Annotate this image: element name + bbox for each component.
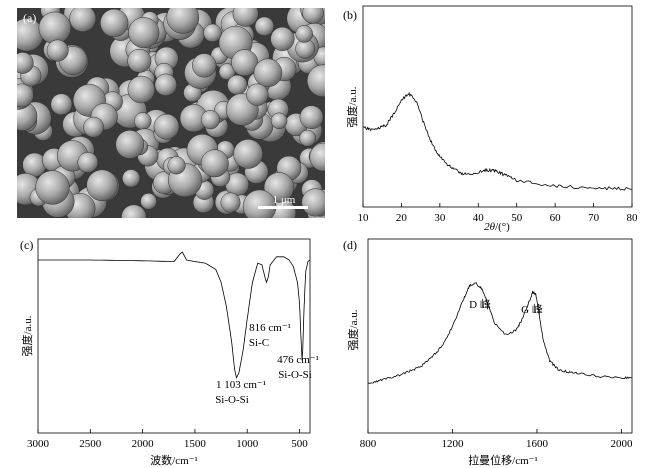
sem-particle [121, 204, 147, 218]
x-tick-label: 20 [396, 212, 408, 224]
sem-particle [128, 17, 160, 49]
raman-series-line [367, 282, 633, 384]
x-tick-label: 2000 [132, 438, 155, 450]
ftir-series-line [38, 251, 311, 379]
ftir-annotation-476-value: 476 cm⁻¹ [277, 354, 319, 366]
xrd-x-axis-title: 2θ/(°) [484, 221, 510, 233]
sem-particle [153, 113, 180, 140]
sem-particle [203, 23, 222, 43]
sem-particle [220, 192, 241, 213]
sem-particle [35, 170, 70, 205]
sem-particle [231, 49, 259, 77]
ftir-annotation-1103-group: Si-O-Si [215, 394, 249, 406]
sem-particle [127, 48, 152, 73]
sem-particle [38, 11, 72, 45]
sem-particle [122, 169, 141, 188]
ftir-y-axis-title: 强度/a.u. [20, 315, 34, 356]
raman-x-axis-title: 拉曼位移/cm⁻¹ [468, 453, 538, 467]
raman-g-peak-label: G 峰 [521, 303, 543, 316]
x-tick-label: 60 [550, 212, 562, 224]
x-tick-label: 70 [588, 212, 600, 224]
scale-bar [258, 206, 308, 209]
panel-c: (c) 3000 2500 2000 1500 1000 500 波数/cm⁻¹ 强度/a… [20, 238, 319, 467]
x-tick-label: 1500 [184, 438, 207, 450]
x-tick-label: 2000 [610, 438, 633, 450]
sem-particle [299, 105, 324, 130]
sem-particle [100, 8, 129, 38]
sem-particle [232, 8, 259, 27]
xrd-series-line [362, 91, 633, 191]
sem-particle [17, 83, 34, 108]
panel-b-label: (b) [343, 8, 357, 22]
sem-particle [253, 58, 283, 88]
sem-particle [46, 39, 69, 62]
panel-d: (d) 800 1200 1600 2000 拉曼位移/cm⁻¹ 强度/a.u. D … [343, 238, 633, 467]
raman-d-peak-label: D 峰 [469, 298, 491, 311]
sem-particle [200, 149, 229, 178]
sem-particle [166, 8, 200, 34]
ftir-annotation-816-group: Si-C [249, 337, 269, 349]
x-tick-label: 50 [511, 212, 523, 224]
xrd-x-ticks: 10 20 30 40 50 60 70 80 [358, 203, 639, 224]
sem-particle [302, 8, 324, 24]
panel-a-label: (a) [23, 11, 36, 25]
xrd-y-axis-title: 强度/a.u. [345, 86, 359, 127]
sem-particle [227, 74, 248, 95]
sem-particle [299, 129, 317, 147]
sem-particle [140, 192, 157, 210]
x-tick-label: 80 [627, 212, 639, 224]
ftir-x-axis-title: 波数/cm⁻¹ [150, 454, 198, 467]
ftir-x-ticks: 3000 2500 2000 1500 1000 500 [27, 429, 308, 450]
sem-particle [270, 112, 288, 130]
sem-particle [254, 16, 275, 36]
x-tick-label: 40 [473, 212, 485, 224]
x-tick-label: 2500 [79, 438, 102, 450]
sem-particle [306, 64, 325, 98]
sem-particle [83, 116, 104, 138]
panel-a: (a) 1 μm [17, 8, 325, 218]
x-tick-label: 1000 [236, 438, 259, 450]
sem-particle [50, 93, 73, 116]
xrd-x-axis-title-italic: 2θ [484, 221, 496, 233]
ftir-plot-frame [37, 238, 311, 434]
x-tick-label: 500 [291, 438, 308, 450]
sem-particles [17, 8, 325, 218]
raman-plot-frame [367, 238, 633, 434]
sem-particle [167, 156, 186, 175]
sem-particle [295, 25, 313, 43]
x-tick-label: 30 [434, 212, 446, 224]
panel-b: (b) 10 20 30 40 50 60 70 80 2θ/(°) 强度/a.u. [343, 5, 639, 233]
x-tick-label: 3000 [27, 438, 50, 450]
sem-particle [301, 188, 325, 217]
sem-particle [309, 142, 325, 172]
x-tick-label: 1200 [441, 438, 464, 450]
xrd-x-axis-title-suffix: /(°) [495, 221, 510, 233]
raman-x-ticks: 800 1200 1600 2000 [360, 429, 633, 450]
ftir-annotation-476-group: Si-O-Si [278, 369, 312, 381]
scale-bar-label: 1 μm [273, 194, 296, 206]
sem-particle [133, 112, 152, 130]
ftir-annotation-1103-value: 1 103 cm⁻¹ [216, 379, 266, 391]
panel-d-label: (d) [343, 238, 357, 252]
sem-particle [127, 75, 156, 104]
sem-particle [69, 8, 97, 32]
sem-particle [246, 83, 269, 106]
panel-c-label: (c) [20, 238, 33, 252]
sem-particle [86, 169, 118, 202]
sem-particle [233, 139, 263, 169]
sem-particle [77, 152, 99, 173]
ftir-annotation-816-value: 816 cm⁻¹ [249, 322, 291, 334]
x-tick-label: 1600 [526, 438, 549, 450]
sem-particle [200, 110, 220, 130]
xrd-plot-frame [362, 5, 633, 208]
x-tick-label: 800 [360, 438, 377, 450]
raman-y-axis-title: 强度/a.u. [346, 309, 360, 350]
sem-particle [192, 53, 217, 78]
sem-particle [17, 52, 34, 74]
sem-particle [270, 26, 295, 51]
sem-particle [115, 130, 145, 159]
x-tick-label: 10 [358, 212, 370, 224]
sem-particle [154, 73, 177, 96]
